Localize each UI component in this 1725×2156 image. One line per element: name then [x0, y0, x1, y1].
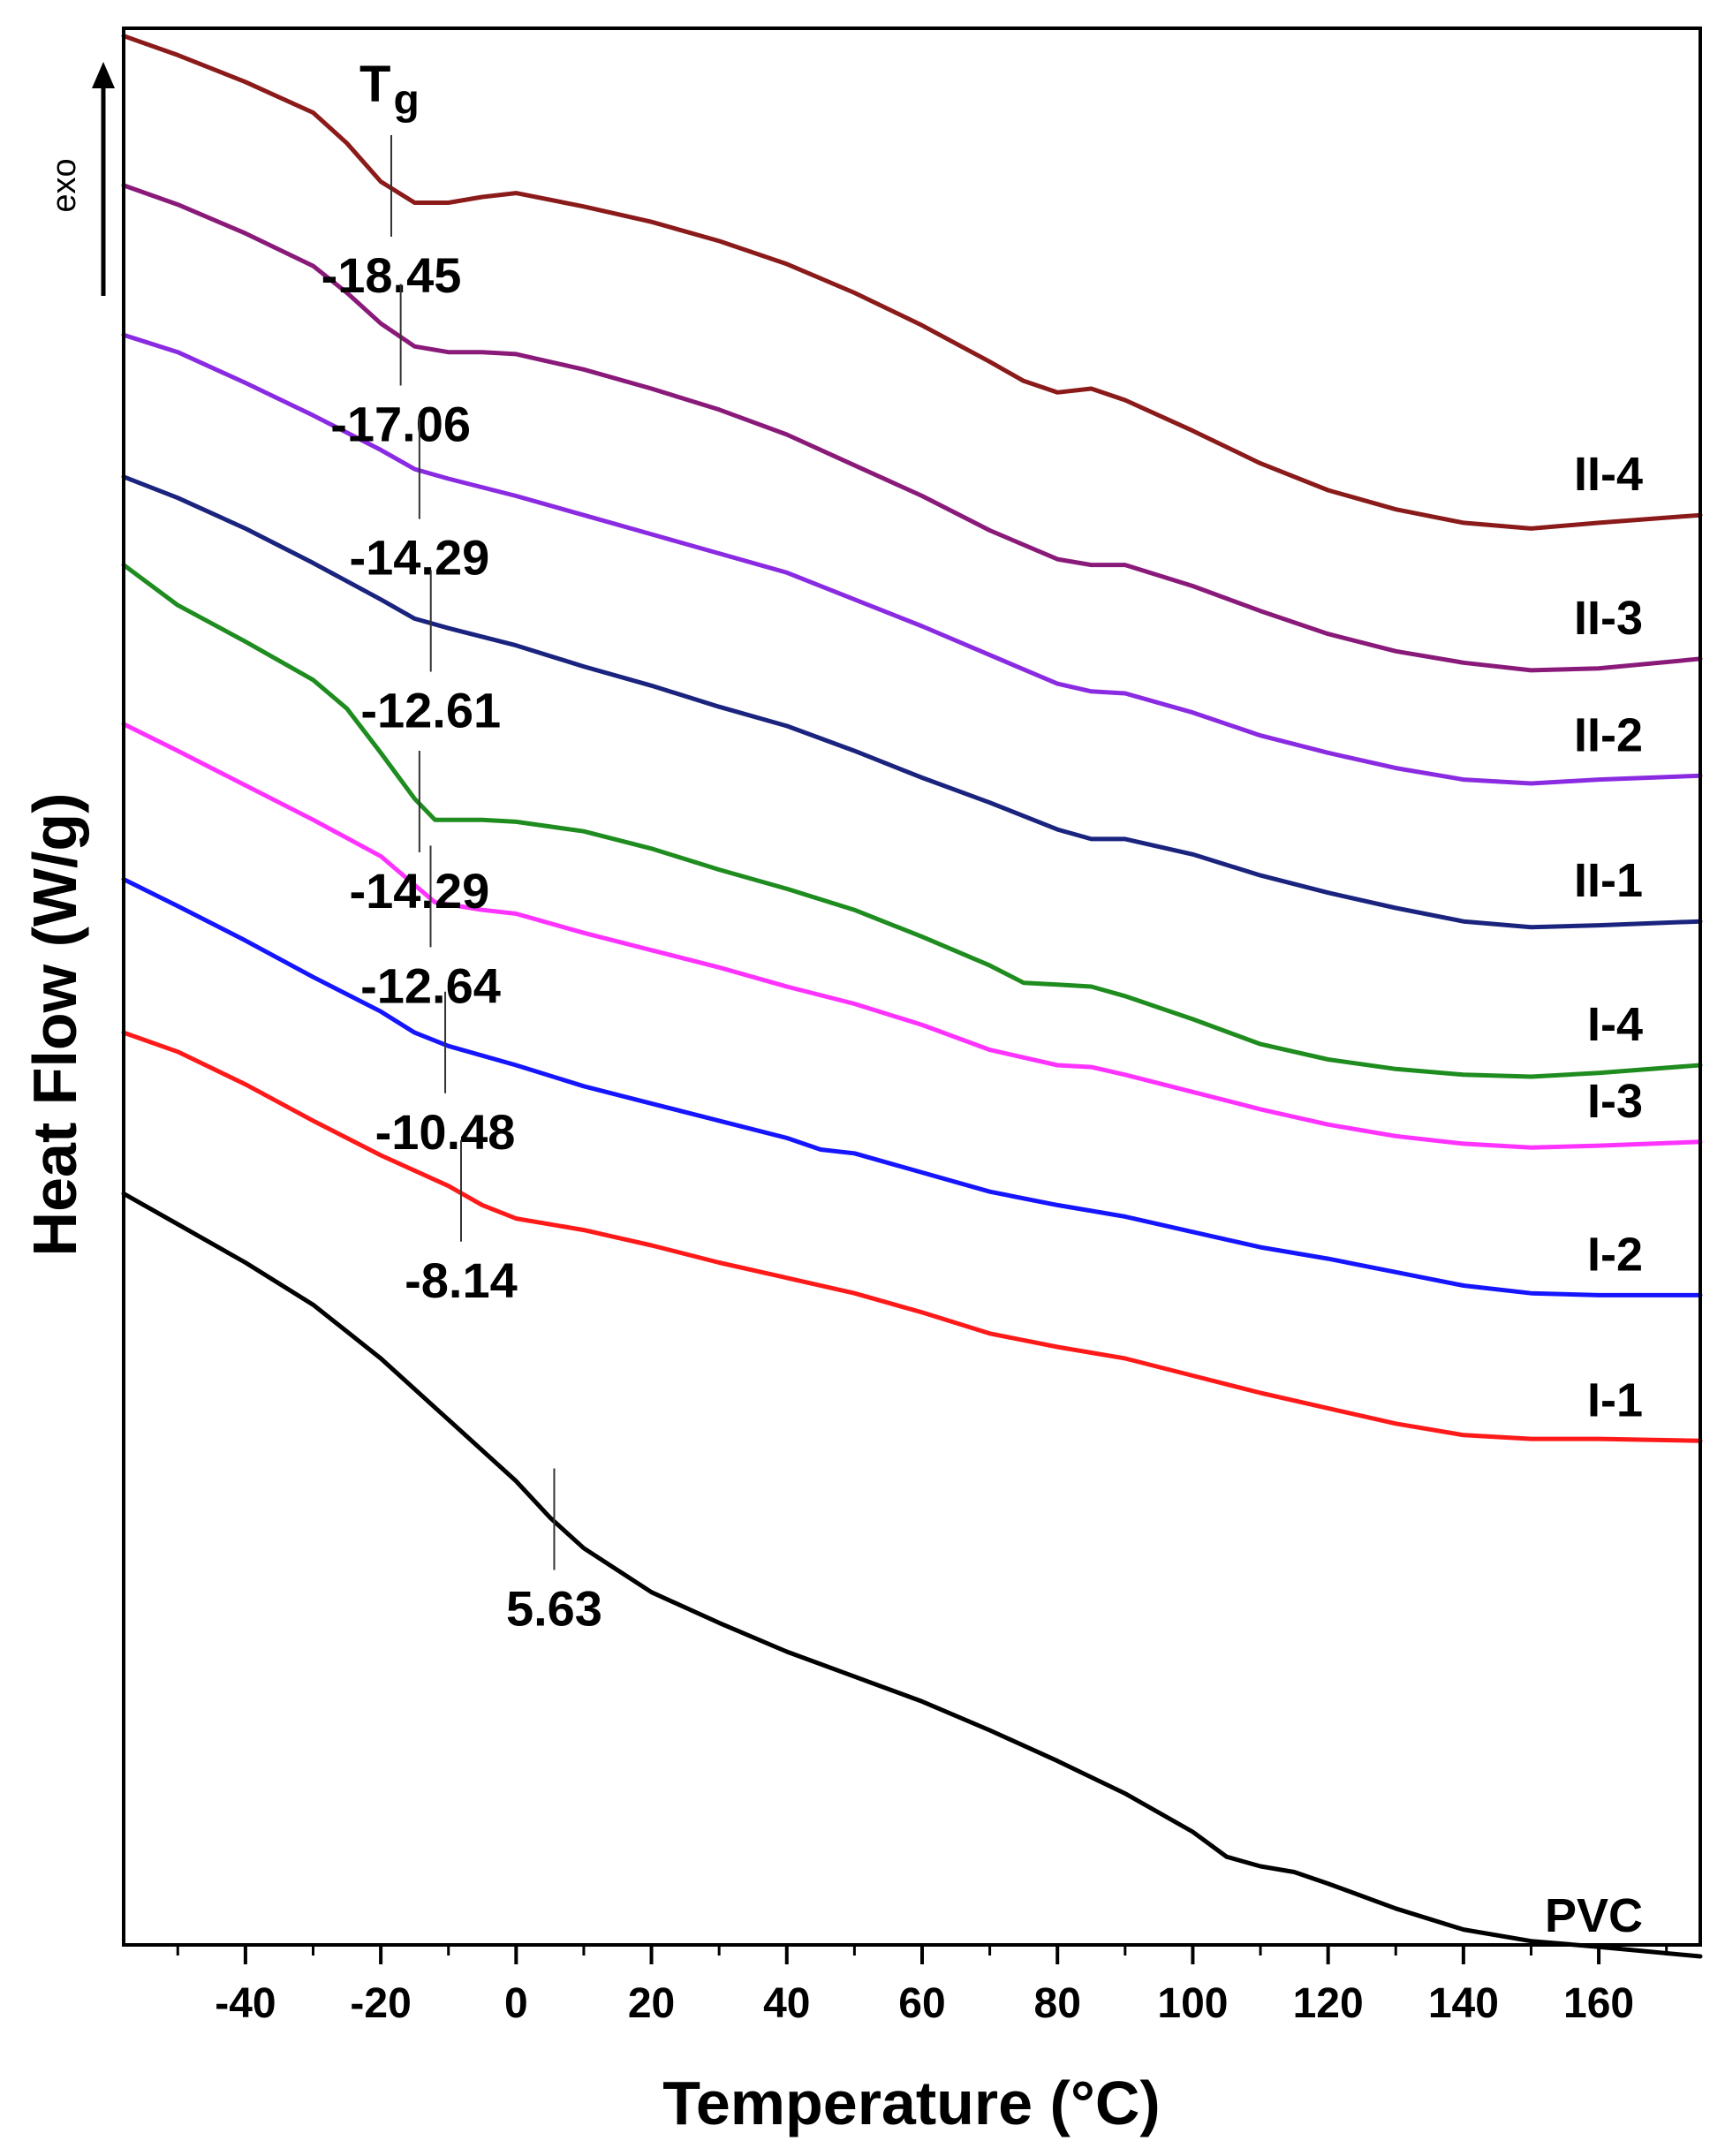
x-tick-label-8: 120	[1293, 1980, 1364, 2027]
x-tick-label-5: 60	[898, 1980, 945, 2027]
curve-label-2: II-2	[1574, 708, 1643, 761]
series-line-0	[121, 34, 1703, 531]
curve-labels-layer: II-4 II-3 II-2 II-1 I-4 I-3 I-2 I-1 PVC	[1545, 448, 1643, 1942]
tg-title-sub: g	[393, 77, 419, 124]
exo-arrow-head	[92, 62, 115, 88]
tg-value-label-1: -17.06	[330, 396, 471, 451]
tg-value-label-6: -10.48	[375, 1104, 516, 1160]
series-line-5	[121, 722, 1703, 1150]
x-axis-tick-labels: -40 -20 0 20 40 60 80 100 120 140 160	[215, 1980, 1634, 2027]
tg-title-main: T	[359, 56, 390, 113]
tg-value-label-7: -8.14	[405, 1252, 518, 1308]
x-axis-ticks	[176, 1945, 1668, 1964]
x-tick-label-0: -40	[215, 1980, 276, 2027]
curve-label-8: PVC	[1545, 1889, 1643, 1942]
x-axis-title: Temperature (°C)	[662, 2069, 1160, 2137]
series-line-1	[121, 183, 1703, 673]
tg-value-label-8: 5.63	[506, 1580, 602, 1636]
tg-value-label-4: -14.29	[349, 863, 489, 919]
series-line-8	[121, 1191, 1703, 1959]
x-tick-label-3: 20	[628, 1980, 675, 2027]
curves-layer	[121, 34, 1703, 1959]
x-tick-label-6: 80	[1034, 1980, 1081, 2027]
tg-value-label-2: -14.29	[349, 530, 489, 586]
plot-frame	[122, 26, 1702, 1947]
series-line-2	[121, 332, 1703, 786]
x-tick-label-2: 0	[504, 1980, 528, 2027]
series-line-7	[121, 1030, 1703, 1443]
x-tick-label-7: 100	[1157, 1980, 1228, 2027]
curve-label-3: II-1	[1574, 854, 1643, 907]
tg-value-label-0: -18.45	[322, 247, 462, 303]
series-line-4	[121, 563, 1703, 1079]
curve-label-4: I-4	[1587, 998, 1643, 1051]
tg-value-label-3: -12.61	[360, 683, 501, 738]
x-tick-label-10: 160	[1563, 1980, 1634, 2027]
exo-label: exo	[46, 158, 83, 212]
curve-label-0: II-4	[1574, 448, 1643, 501]
x-tick-label-4: 40	[763, 1980, 810, 2027]
tg-title: Tg	[359, 56, 420, 124]
tg-value-label-5: -12.64	[360, 957, 501, 1013]
x-tick-label-1: -20	[350, 1980, 411, 2027]
series-line-6	[121, 877, 1703, 1297]
series-line-3	[121, 474, 1703, 930]
curve-label-5: I-3	[1587, 1075, 1643, 1128]
x-tick-label-9: 140	[1428, 1980, 1499, 2027]
y-axis-title: Heat Flow (W/g)	[20, 793, 89, 1257]
curve-label-6: I-2	[1587, 1228, 1643, 1281]
curve-label-1: II-3	[1574, 592, 1643, 645]
curve-label-7: I-1	[1587, 1373, 1643, 1426]
tg-markers-layer: -18.45 -17.06 -14.29 -12.61 -14.29 -12.64 -10.…	[322, 134, 602, 1636]
